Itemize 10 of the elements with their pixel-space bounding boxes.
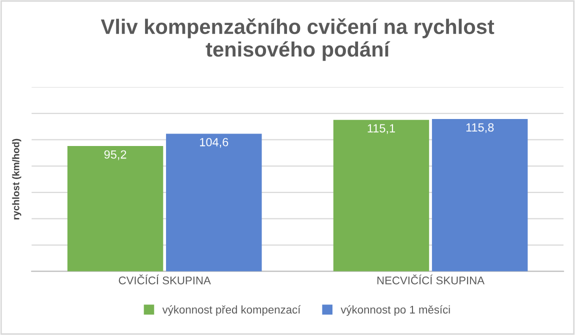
data-label: 115,8 bbox=[466, 123, 494, 133]
data-label: 95,2 bbox=[104, 150, 126, 160]
data-label: 115,1 bbox=[368, 124, 395, 134]
y-axis-title: rychlost (km/hod) bbox=[12, 138, 22, 220]
data-label: 104,6 bbox=[200, 138, 228, 148]
legend-label: výkonnost po 1 měsíci bbox=[340, 305, 450, 316]
legend-label: výkonnost před kompenzací bbox=[162, 305, 301, 316]
chart-title: Vliv kompenzačního cvičení na rychlost tenisového podání bbox=[100, 18, 494, 61]
x-tick-label: NECVIČÍCÍ SKUPINA bbox=[377, 274, 485, 284]
x-tick-label: CVIČÍCÍ SKUPINA bbox=[118, 274, 211, 284]
